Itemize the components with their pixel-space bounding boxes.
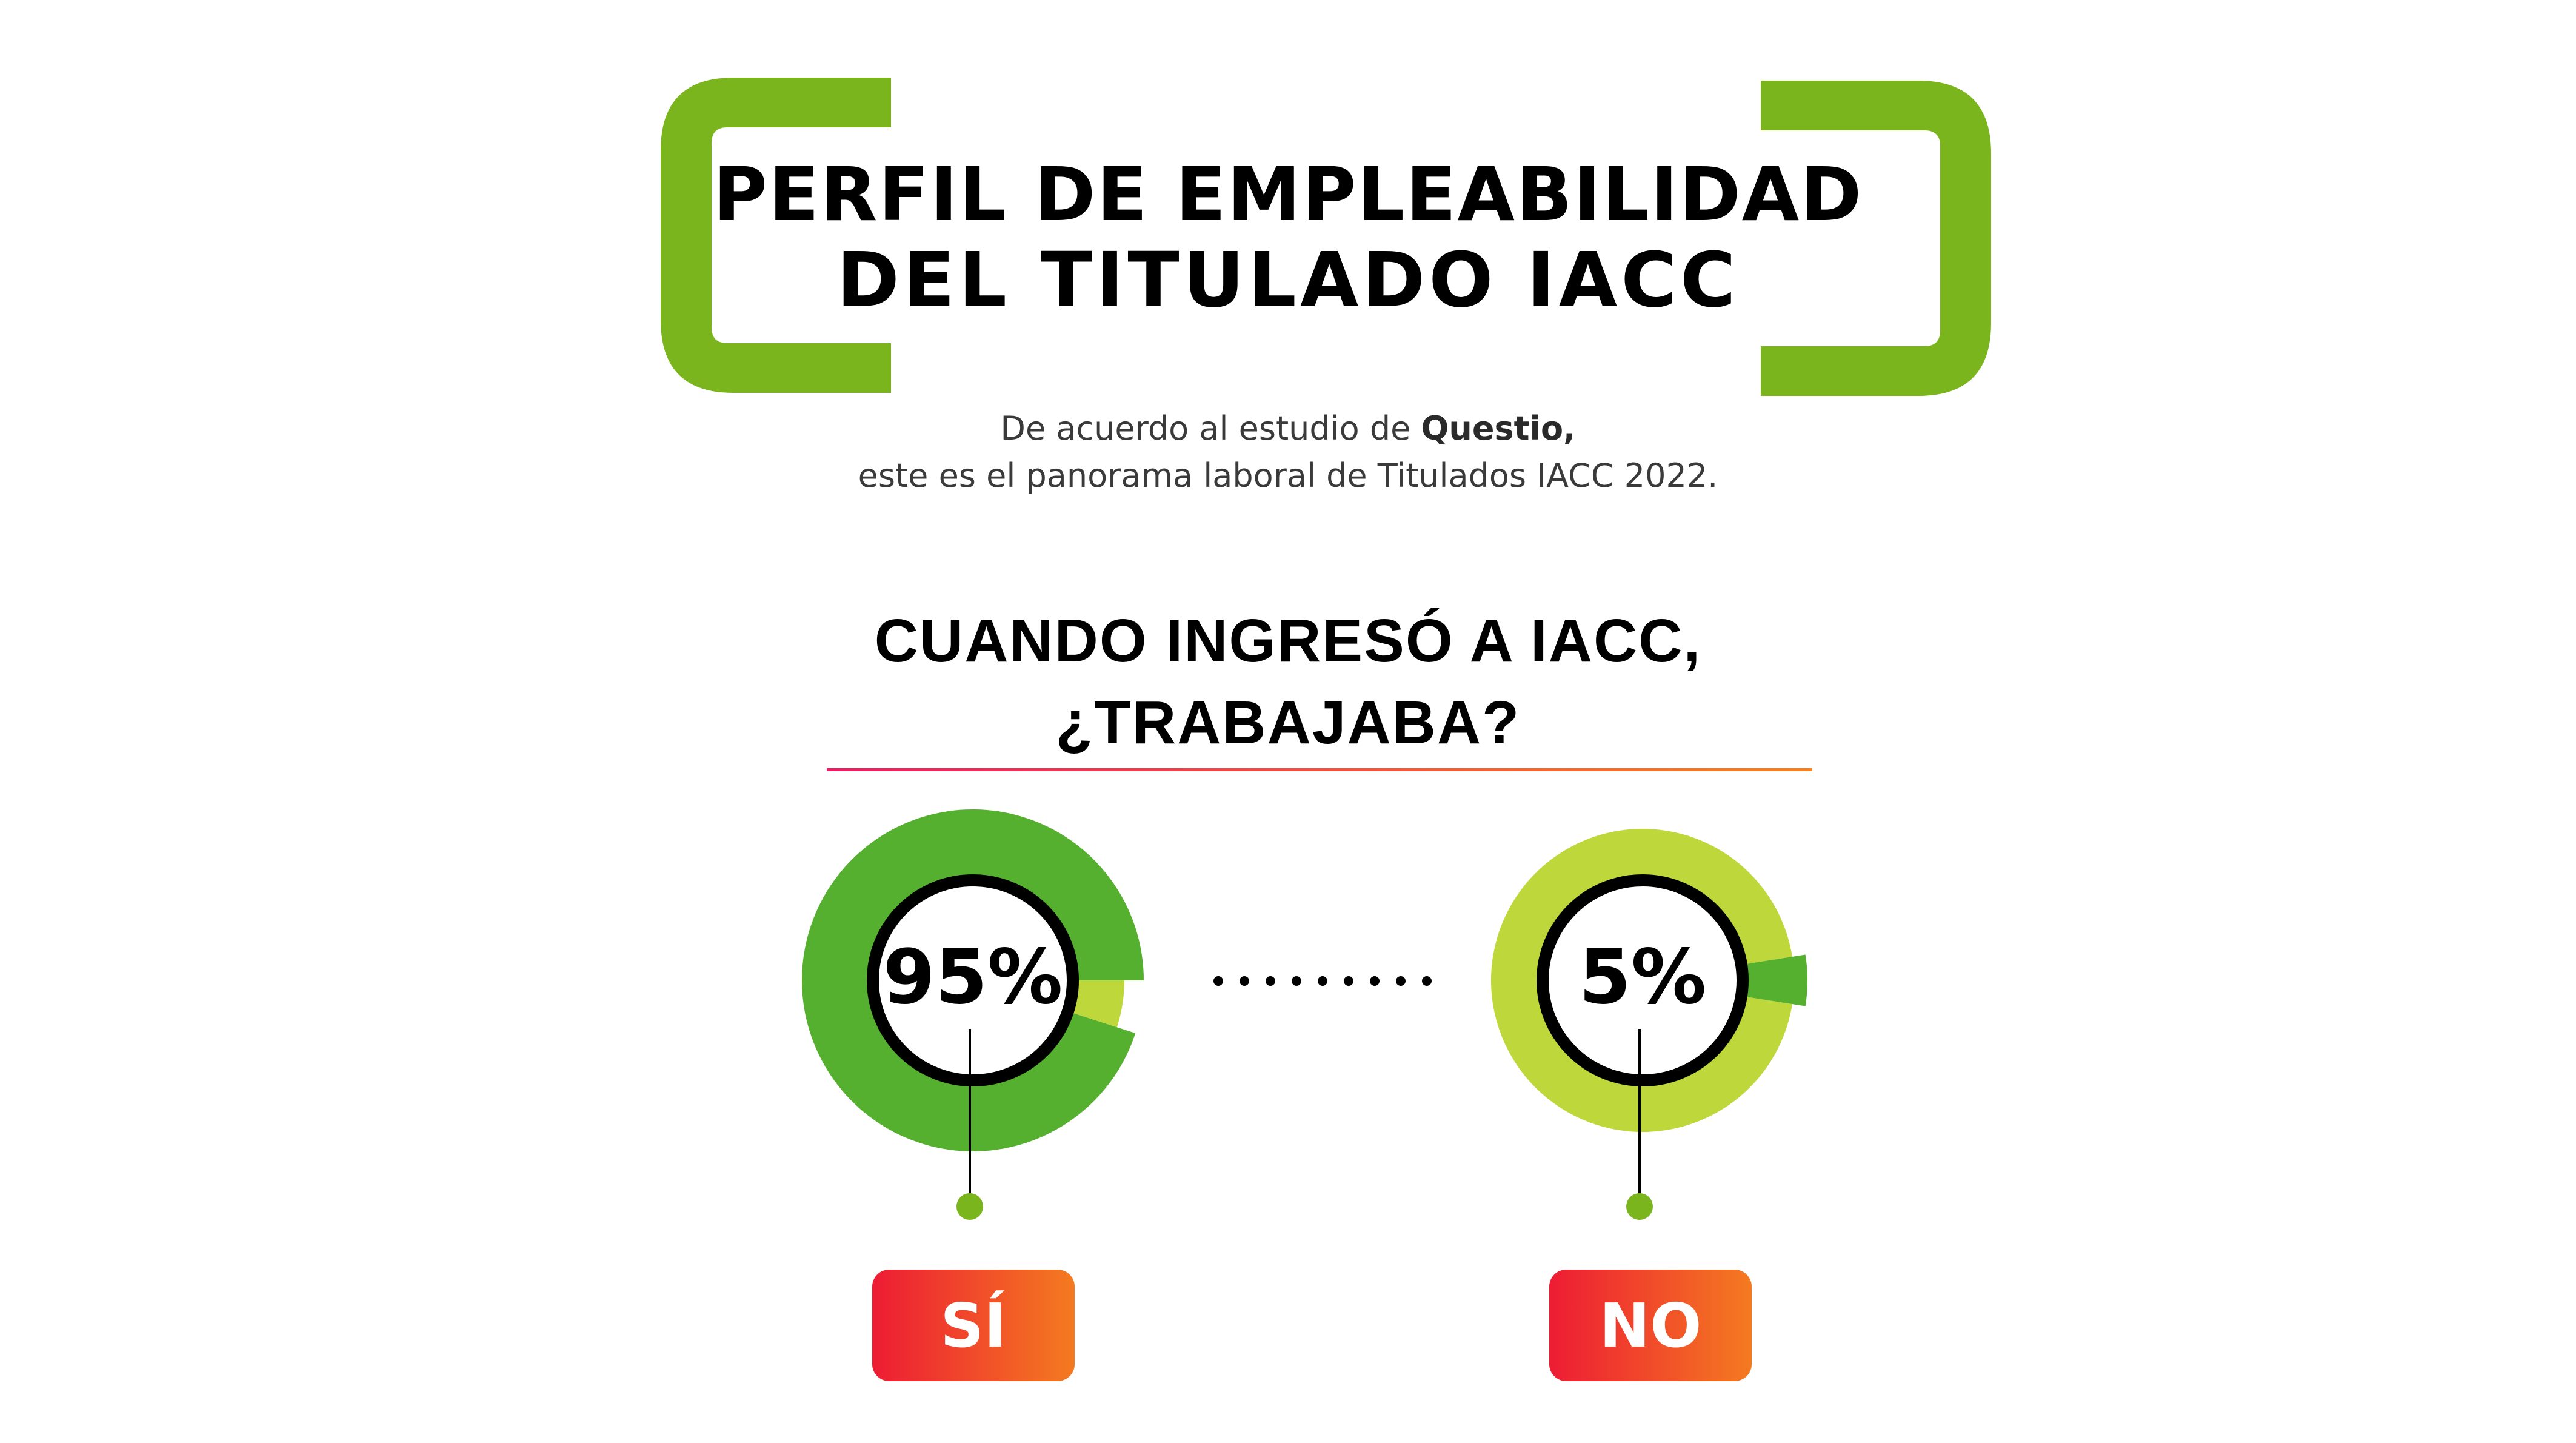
donut-segment-si-share [801,809,1144,1151]
donut-center-si [867,874,1079,1086]
right-bracket-icon [1761,81,1991,396]
dotted-connector-icon [1213,976,1432,986]
marker-dot-icon [1626,1193,1653,1220]
page-title-line-1: PERFIL DE EMPLEABILIDAD [713,152,1863,238]
question-line-2: ¿TRABAJABA? [1055,689,1521,757]
category-badge-si: SÍ [872,1270,1075,1381]
donut-center-no [1537,874,1749,1086]
intro-source: Questio, [1421,409,1576,447]
marker-dot-icon [956,1193,983,1220]
question-line-1: CUANDO INGRESÓ A IACC, [874,607,1702,675]
donut-segment-no-share [1738,954,1807,1006]
category-label-no: NO [1599,1290,1702,1361]
intro-text: De acuerdo al estudio de Questio, este e… [0,405,2576,500]
category-badge-no: NO [1549,1270,1752,1381]
value-label-no: 5% [1578,934,1707,1021]
intro-line-2: este es el panorama laboral de Titulados… [858,457,1718,495]
left-bracket-icon [661,78,891,393]
category-label-si: SÍ [940,1290,1007,1361]
donut-segment-no-remainder [1491,829,1792,1133]
donut-segment-si-remainder [1065,980,1124,1028]
chart-question: CUANDO INGRESÓ A IACC, ¿TRABAJABA? [0,600,2576,764]
page-title-line-2: DEL TITULADO IACC [836,236,1740,324]
value-label-si: 95% [883,934,1063,1021]
intro-line-1: De acuerdo al estudio de Questio, [1000,409,1576,447]
title-divider [827,768,1812,771]
